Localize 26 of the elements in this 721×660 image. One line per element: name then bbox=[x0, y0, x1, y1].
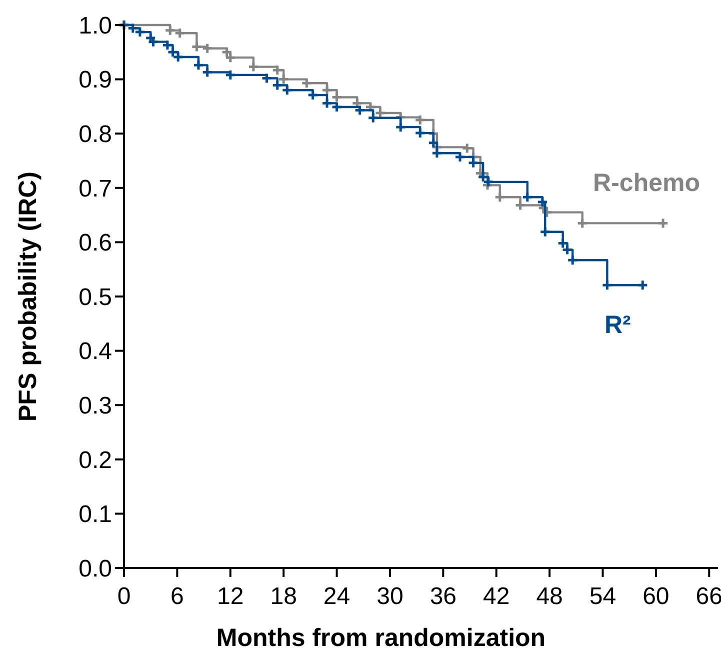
y-tick-label: 0.2 bbox=[78, 446, 112, 474]
y-tick-label: 0.4 bbox=[78, 338, 112, 366]
y-tick-label: 0.1 bbox=[78, 501, 112, 528]
series-label: R² bbox=[604, 311, 631, 340]
x-tick-label: 60 bbox=[642, 583, 670, 610]
x-tick-label: 12 bbox=[217, 583, 244, 610]
x-tick-label: 30 bbox=[376, 583, 404, 610]
y-tick-label: 0.5 bbox=[78, 284, 112, 311]
x-tick-label: 54 bbox=[589, 583, 616, 610]
y-tick-label: 0.7 bbox=[78, 175, 112, 202]
y-tick-label: 0.3 bbox=[78, 392, 112, 420]
x-axis-title: Months from randomization bbox=[216, 624, 546, 652]
y-tick-label: 0.6 bbox=[78, 230, 112, 257]
y-tick-label: 1.0 bbox=[78, 12, 112, 40]
series-label: R-chemo bbox=[593, 169, 700, 198]
x-tick-label: 6 bbox=[170, 583, 184, 610]
x-tick-label: 24 bbox=[323, 583, 350, 610]
x-tick-label: 42 bbox=[483, 583, 510, 610]
x-tick-label: 36 bbox=[430, 583, 457, 610]
y-axis-title: PFS probability (IRC) bbox=[14, 172, 42, 422]
y-tick-label: 0.8 bbox=[78, 121, 112, 148]
y-tick-label: 0.0 bbox=[78, 555, 112, 582]
x-tick-label: 18 bbox=[270, 583, 297, 610]
y-tick-label: 0.9 bbox=[78, 66, 112, 94]
x-tick-label: 48 bbox=[536, 583, 563, 610]
x-tick-label: 0 bbox=[117, 583, 131, 610]
